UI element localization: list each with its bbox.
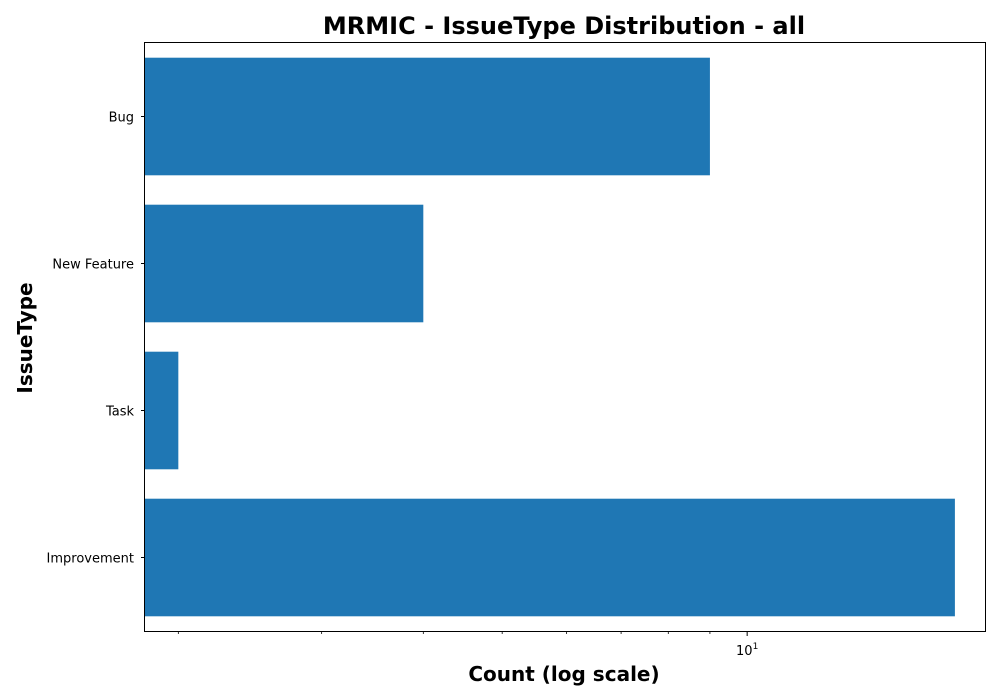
y-tick-label: Bug <box>109 111 134 126</box>
bar-bug <box>145 57 710 176</box>
x-axis-ticks: 101 <box>177 631 758 659</box>
plot-frame <box>144 42 986 632</box>
y-tick-label: Improvement <box>47 552 134 567</box>
y-axis-ticks: Bug New Feature Task Improvement <box>47 111 145 567</box>
x-tick-label: 101 <box>736 642 758 659</box>
bar-task <box>145 351 179 470</box>
y-tick-label: New Feature <box>52 258 134 273</box>
bar-new-feature <box>145 204 424 323</box>
bar-improvement <box>145 498 955 617</box>
y-tick-label: Task <box>105 405 135 420</box>
y-axis-label: IssueType <box>13 282 37 393</box>
x-axis-label: Count (log scale) <box>468 662 659 686</box>
chart-title: MRMIC - IssueType Distribution - all <box>323 12 805 40</box>
bars-group <box>145 57 955 617</box>
